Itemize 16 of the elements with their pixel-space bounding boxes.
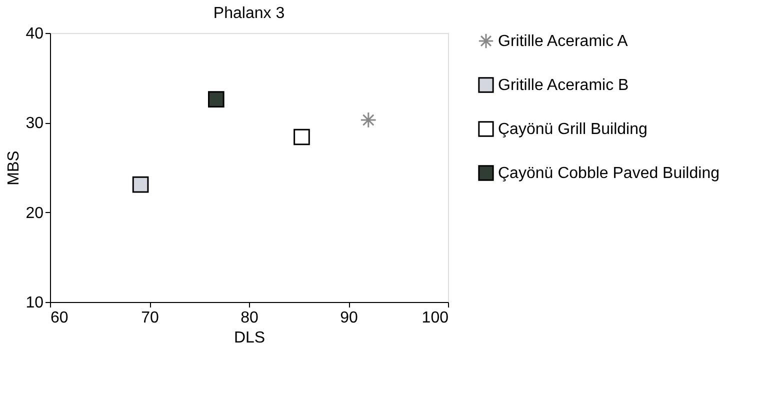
legend-label: Gritille Aceramic A [498, 33, 628, 50]
x-tick-label: 60 [50, 310, 68, 326]
y-tick-label: 30 [26, 115, 44, 132]
x-tick-label: 90 [340, 310, 358, 326]
y-tick-label: 20 [26, 204, 44, 222]
x-tick-label: 100 [422, 310, 449, 326]
y-tick-label: 10 [26, 294, 44, 312]
y-axis-title: MBS [6, 150, 23, 186]
legend-label: Çayönü Cobble Paved Building [498, 165, 720, 182]
legend-label: Çayönü Grill Building [498, 121, 648, 138]
x-tick-label: 80 [240, 310, 258, 326]
x-axis-title: DLS [234, 330, 266, 346]
x-tick-label: 70 [141, 310, 159, 326]
y-tick-label: 40 [26, 26, 44, 42]
chart-title: Phalanx 3 [213, 5, 285, 22]
legend-label: Gritille Aceramic B [498, 77, 629, 94]
